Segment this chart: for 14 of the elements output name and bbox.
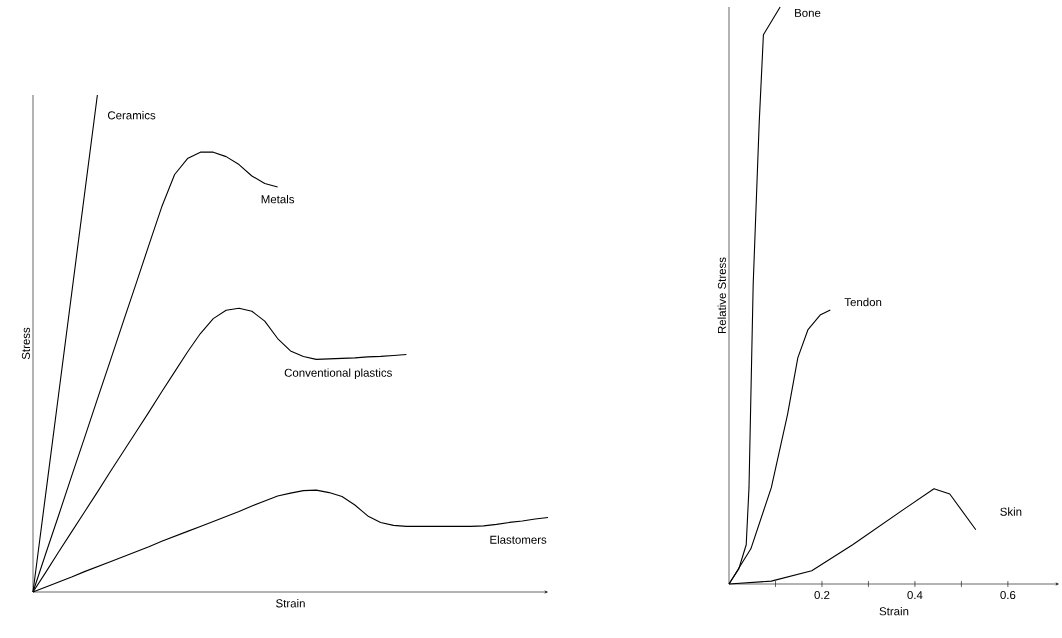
x-axis-title: Strain: [879, 606, 909, 616]
x-axis-title: Strain: [276, 599, 305, 608]
y-axis-title: Relative Stress: [717, 257, 726, 334]
series-label: Bone: [795, 8, 821, 17]
text: Skin: [1000, 507, 1022, 516]
series-label: Elastomers: [490, 535, 547, 544]
series-label: Ceramics: [107, 110, 156, 120]
series-label: Tendon: [844, 297, 882, 307]
x-tick-label: 0.4: [907, 591, 923, 600]
y-axis-title: Stress: [21, 327, 30, 360]
series-label: Metals: [261, 194, 295, 204]
x-tick-label: 0.2: [814, 591, 830, 600]
series-label: Conventional plastics: [284, 368, 392, 380]
x-tick-label: 0.6: [1000, 591, 1016, 600]
